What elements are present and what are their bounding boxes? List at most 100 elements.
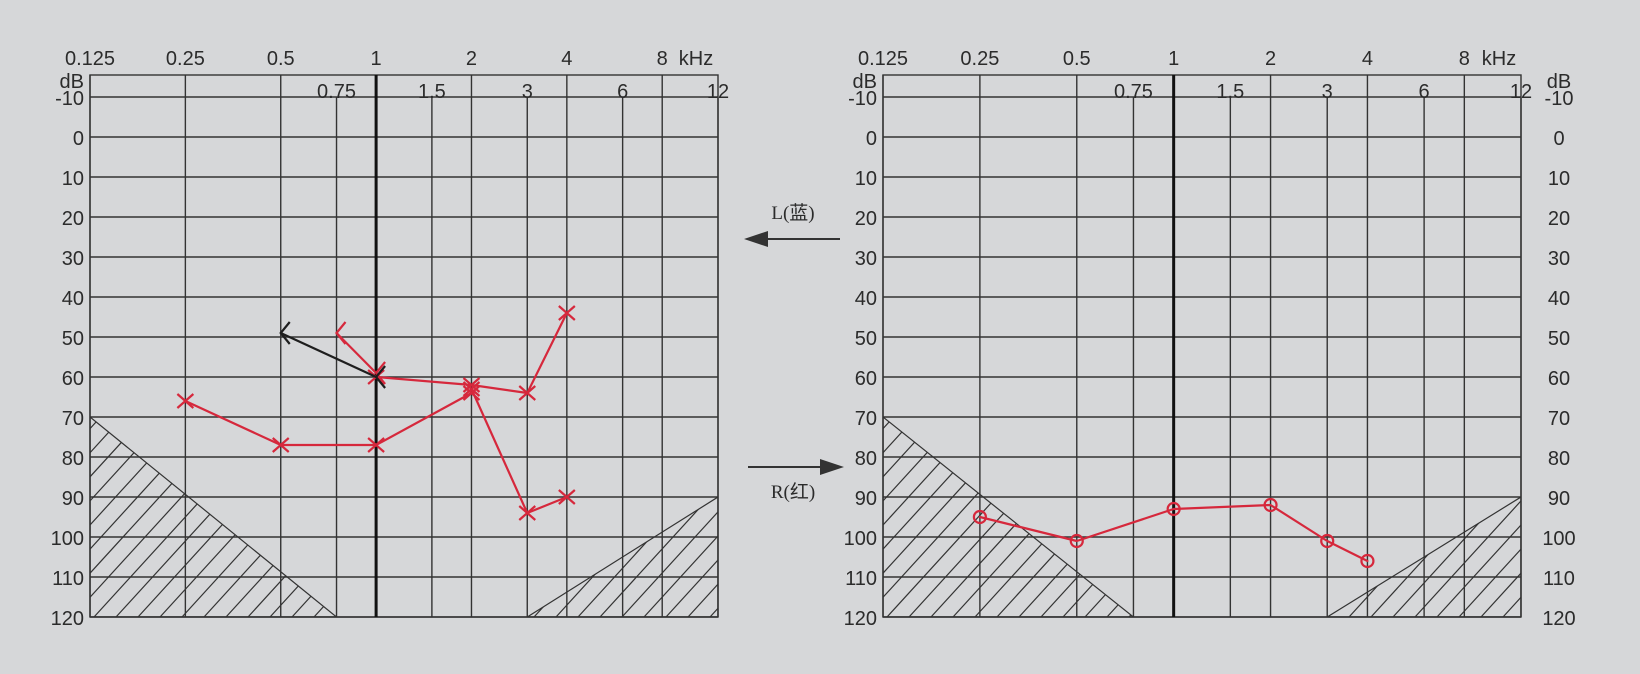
right-ear-label: R(红) (771, 481, 815, 503)
data-point-cross (367, 437, 385, 453)
hatch-line (0, 157, 206, 617)
frequency-tick-label-inner: 12 (707, 81, 729, 103)
data-point-circle (1320, 533, 1335, 549)
right-audiogram: 0.125 0.25 0.5 1 2 4 80.75 1.5 3 6 12kHzdB-1001020… (205, 48, 1640, 630)
db-tick-label: 60 (62, 368, 84, 390)
hatch-line (733, 157, 1153, 617)
hatch-line (1348, 497, 1521, 617)
data-point-circle (1069, 533, 1084, 549)
hatch-line (601, 157, 1021, 617)
hatch-line (1018, 417, 1134, 617)
db-tick-label: 100 (844, 528, 877, 550)
hatch-line (883, 417, 956, 617)
frequency-tick-label: 1 (1168, 48, 1179, 70)
hatch-line (952, 417, 1134, 617)
db-tick-label-right: 40 (1548, 288, 1570, 310)
hatch-line (886, 157, 1306, 617)
hatch-line (930, 157, 1350, 617)
data-point-bracket (279, 321, 291, 345)
frequency-tick-label-inner: 6 (617, 81, 628, 103)
hatch-line (1327, 497, 1521, 617)
grid-frame (89, 74, 719, 618)
hatch-line (1084, 417, 1134, 617)
db-tick-label-right: 0 (1553, 128, 1564, 150)
hatch-line (159, 417, 337, 617)
db-tick-label: 0 (73, 128, 84, 150)
threshold-series (279, 321, 386, 389)
frequency-tick-label-inner: 3 (1322, 81, 1333, 103)
data-point-cross (518, 505, 536, 521)
hatch-line (469, 157, 889, 617)
hatch-line (1392, 497, 1521, 617)
hatch-line (621, 497, 718, 617)
hatch-line (1327, 497, 1521, 617)
hatch-line (1437, 157, 1640, 617)
db-tick-label: 10 (855, 168, 877, 190)
hatch-line (381, 157, 801, 617)
db-tick-label: 70 (62, 408, 84, 430)
hatch-line (90, 417, 317, 617)
hatch-line (1635, 157, 1640, 617)
hatch-line (557, 157, 977, 617)
db-tick-label: 70 (855, 408, 877, 430)
db-tick-label: -10 (55, 88, 84, 110)
db-tick-label-right: -10 (1545, 88, 1574, 110)
hatch-line (527, 497, 713, 617)
hatch-line (754, 157, 1174, 617)
hatch-line (883, 417, 1022, 617)
frequency-unit-label: kHz (679, 48, 713, 70)
hatch-line (883, 417, 1134, 617)
hatch-line (90, 417, 295, 617)
series-line (978, 503, 1369, 563)
db-tick-label: 20 (62, 208, 84, 230)
hatch-line (93, 417, 337, 617)
db-tick-label-right: 50 (1548, 328, 1570, 350)
frequency-tick-label-inner: 1.5 (1216, 81, 1244, 103)
db-tick-label: 80 (855, 448, 877, 470)
hatch-line (527, 497, 647, 617)
hatch-line (1261, 157, 1640, 617)
level-unit-label: dB (853, 71, 877, 93)
hatch-line (1327, 497, 1521, 617)
hatch-line (90, 417, 207, 617)
hatch-line (205, 157, 625, 617)
db-tick-label: 50 (855, 328, 877, 350)
left-arrowhead-icon (744, 231, 768, 247)
db-tick-label-right: 100 (1542, 528, 1575, 550)
hatch-line (249, 157, 669, 617)
hatch-line (527, 497, 718, 617)
hatch-line (181, 417, 337, 617)
db-tick-label: 80 (62, 448, 84, 470)
hatch-line (930, 417, 1134, 617)
db-tick-label-right: 10 (1548, 168, 1570, 190)
series-line (470, 387, 568, 515)
hatch-line (315, 157, 735, 617)
hatch-line (883, 417, 1134, 617)
level-unit-label: dB (60, 71, 84, 93)
hatch-line (227, 157, 647, 617)
frequency-tick-label: 8 (1459, 48, 1470, 70)
frequency-tick-label: 4 (1362, 48, 1373, 70)
hatch-line (527, 497, 669, 617)
data-point-cross (558, 305, 576, 321)
hatch-line (952, 157, 1372, 617)
hatch-line (533, 497, 718, 617)
hatch-line (908, 157, 1328, 617)
hatch-line (1635, 157, 1640, 617)
hatch-line (227, 157, 647, 617)
db-tick-label-right: 90 (1548, 488, 1570, 510)
db-tick-label: 90 (62, 488, 84, 510)
data-point-cross (462, 377, 481, 393)
hatch-line (291, 417, 337, 617)
hatch-line (1591, 157, 1640, 617)
hatch-line (0, 157, 294, 617)
data-point-bracket (374, 361, 386, 385)
hatch-line (90, 417, 273, 617)
hatched-region (0, 157, 1372, 617)
frequency-tick-label-inner: 1.5 (418, 81, 446, 103)
right-arrowhead-icon (820, 459, 844, 475)
db-tick-label-right: 60 (1548, 368, 1570, 390)
frequency-tick-label: 2 (466, 48, 477, 70)
data-point-cross (518, 385, 536, 401)
